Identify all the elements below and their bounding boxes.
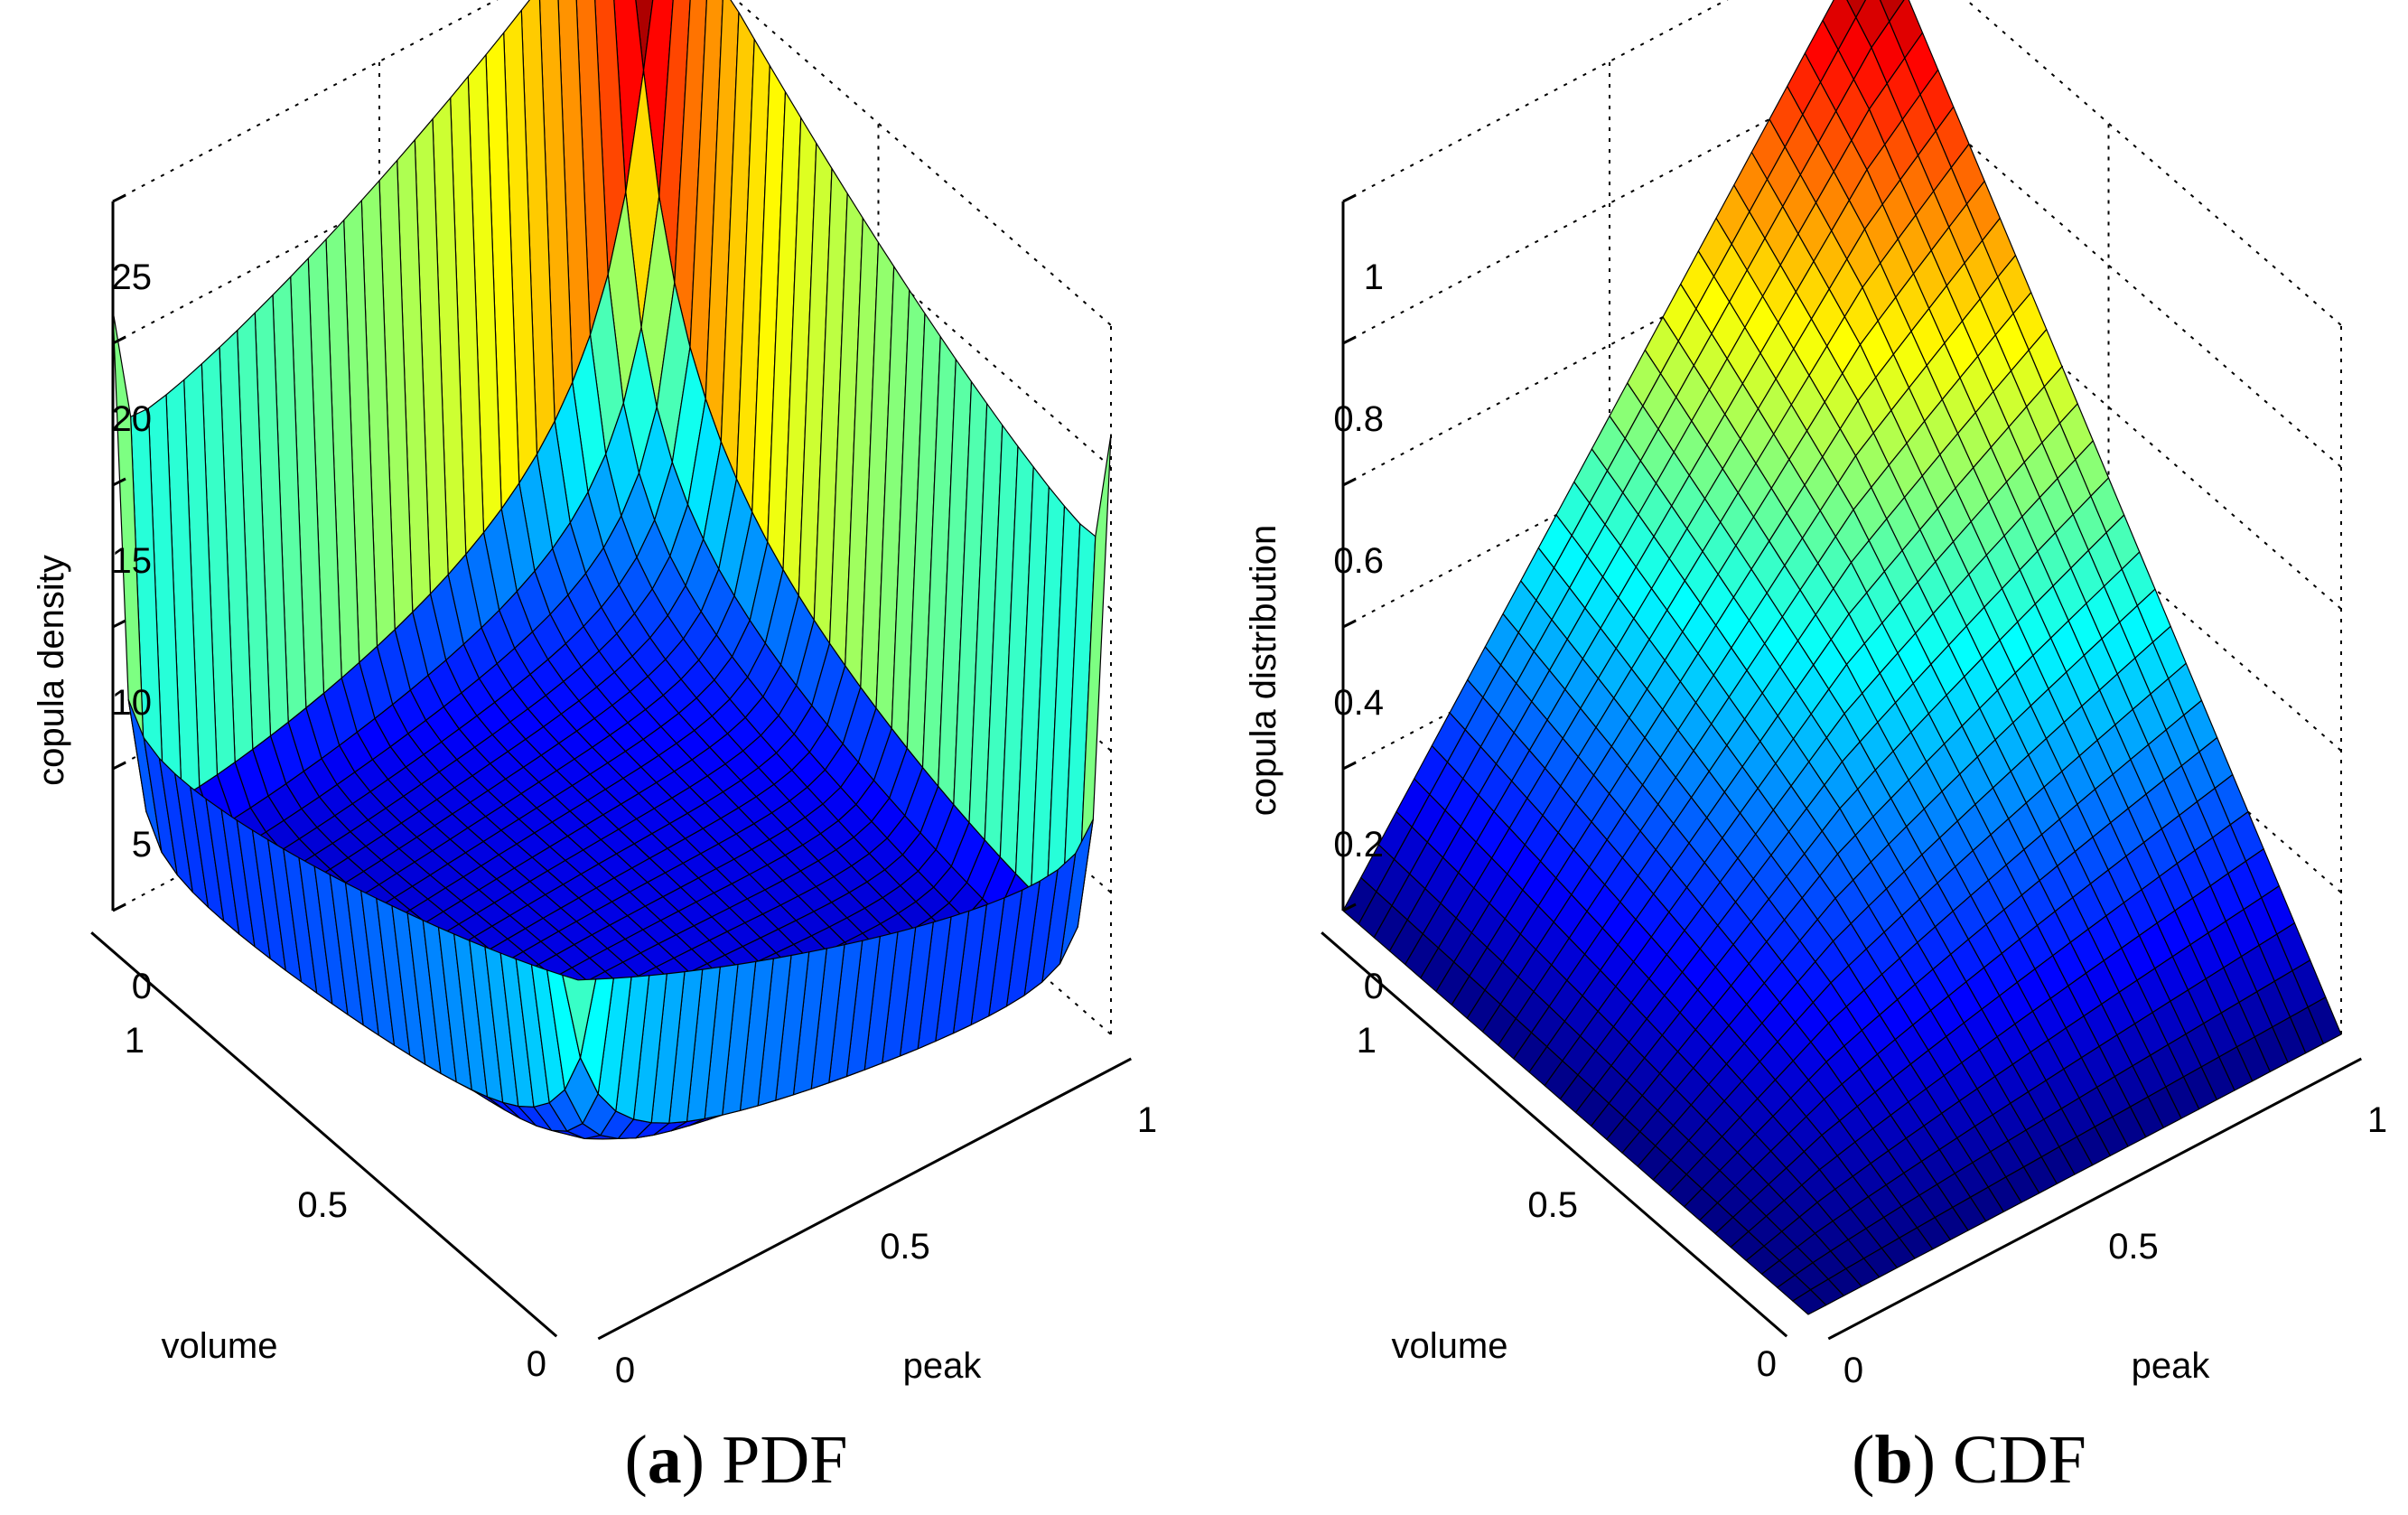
cdf-y-tick: 0 bbox=[1757, 1344, 1777, 1384]
pdf-x-tick: 1 bbox=[1137, 1100, 1157, 1140]
cdf-caption: (b) CDF bbox=[1852, 1422, 2086, 1498]
cdf-ylabel: volume bbox=[1392, 1326, 1508, 1366]
y-axis bbox=[90, 931, 558, 1338]
z-tick-mark bbox=[112, 193, 126, 203]
pdf-y-tick: 0 bbox=[527, 1344, 546, 1384]
z-tick-mark bbox=[1342, 193, 1357, 203]
z-tick-mark bbox=[112, 477, 126, 487]
cdf-z-tick: 1 bbox=[1364, 257, 1384, 297]
cdf-z-tick: 0.6 bbox=[1333, 541, 1384, 581]
y-axis bbox=[1321, 931, 1788, 1338]
z-tick-mark bbox=[112, 619, 126, 629]
z-tick-mark bbox=[1342, 619, 1357, 629]
pdf-z-tick: 25 bbox=[112, 257, 153, 297]
cdf-surface bbox=[1342, 0, 2342, 1315]
pdf-x-tick: 0 bbox=[615, 1351, 635, 1390]
cdf-x-tick: 1 bbox=[2367, 1100, 2387, 1140]
z-tick-mark bbox=[112, 761, 126, 771]
cdf-z-tick: 0.4 bbox=[1333, 683, 1384, 723]
pdf-x-tick: 0.5 bbox=[880, 1227, 930, 1267]
pdf-z-tick: 0 bbox=[132, 967, 152, 1006]
cdf-xlabel: peak bbox=[2132, 1346, 2211, 1386]
surface-patch bbox=[1846, 0, 1867, 18]
pdf-panel: 0 5 10 15 20 25 1 0.5 0 0 0.5 1 volume p… bbox=[32, 0, 1157, 1498]
pdf-ylabel: volume bbox=[162, 1326, 278, 1366]
cdf-y-tick: 0.5 bbox=[1527, 1185, 1578, 1225]
z-tick-mark bbox=[1342, 761, 1357, 771]
cdf-x-tick: 0.5 bbox=[2108, 1227, 2159, 1267]
z-tick-mark bbox=[112, 902, 126, 912]
pdf-y-tick: 1 bbox=[125, 1021, 145, 1061]
pdf-surface bbox=[112, 0, 1112, 1140]
cdf-z-tick: 0.2 bbox=[1333, 825, 1384, 865]
surface-patch bbox=[1792, 1289, 1827, 1315]
x-axis bbox=[597, 1057, 1132, 1341]
pdf-z-tick: 5 bbox=[132, 825, 152, 865]
z-tick-mark bbox=[1342, 477, 1357, 487]
surface-patch bbox=[635, 0, 654, 71]
x-axis bbox=[1827, 1057, 2362, 1341]
pdf-axes bbox=[90, 193, 1132, 1341]
cdf-axes bbox=[1321, 193, 2362, 1341]
cdf-z-tick: 0 bbox=[1364, 967, 1384, 1006]
cdf-x-tick: 0 bbox=[1843, 1351, 1863, 1390]
z-tick-mark bbox=[112, 335, 126, 345]
surface-patch bbox=[562, 974, 597, 1059]
cdf-y-tick: 1 bbox=[1357, 1021, 1377, 1061]
cdf-z-tick: 0.8 bbox=[1333, 399, 1384, 439]
pdf-xlabel: peak bbox=[903, 1346, 983, 1386]
pdf-z-tick: 10 bbox=[112, 683, 153, 723]
pdf-zlabel: copula density bbox=[32, 555, 71, 786]
z-tick-mark bbox=[1342, 902, 1357, 912]
cdf-panel: 0 0.2 0.4 0.6 0.8 1 1 0.5 0 0 0.5 1 volu… bbox=[1244, 0, 2387, 1498]
pdf-y-tick: 0.5 bbox=[297, 1185, 348, 1225]
z-tick-mark bbox=[1342, 335, 1357, 345]
cdf-zlabel: copula distribution bbox=[1244, 525, 1283, 816]
pdf-caption: (a) PDF bbox=[624, 1422, 847, 1498]
pdf-z-tick: 20 bbox=[112, 399, 153, 439]
pdf-z-tick: 15 bbox=[112, 541, 153, 581]
